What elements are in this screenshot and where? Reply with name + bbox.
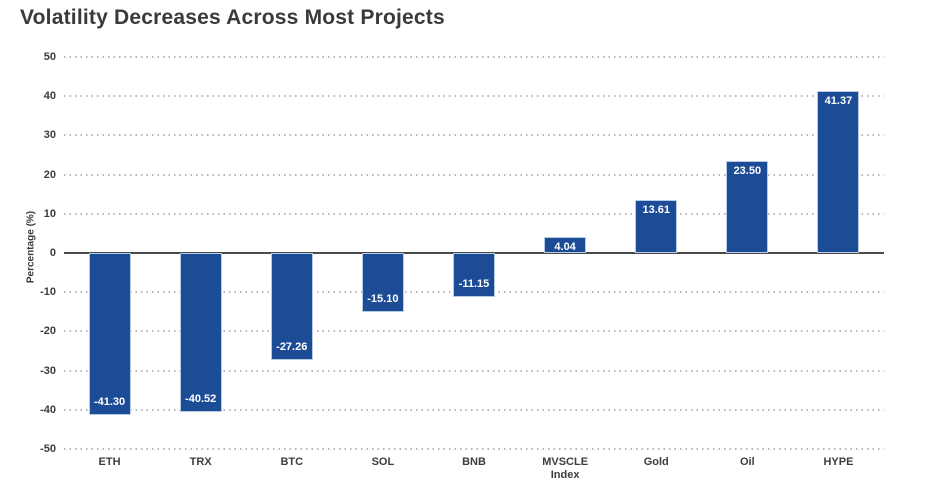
y-tick-label: -50 (40, 443, 56, 455)
x-tick-label: ETH (98, 456, 121, 468)
bar (544, 237, 587, 253)
bar (270, 253, 313, 360)
bar (817, 90, 860, 253)
y-tick-label: -40 (40, 403, 56, 416)
gridline (64, 448, 884, 450)
y-tick-label: 20 (43, 168, 56, 181)
bar-value-label: 23.50 (733, 164, 762, 177)
bar-value-label: -41.30 (93, 395, 126, 408)
y-tick-label: 50 (43, 51, 56, 63)
bar-value-label: -40.52 (185, 392, 217, 405)
bar (179, 253, 222, 412)
y-tick-label: -10 (40, 286, 56, 299)
x-tick-label: Gold (643, 456, 669, 468)
gridline (64, 56, 884, 58)
x-tick-label: BTC (280, 456, 304, 468)
bar-value-label: 13.61 (642, 203, 670, 216)
bar-value-label: -11.15 (458, 277, 490, 290)
bar-value-label: -27.26 (276, 340, 308, 353)
gridline (64, 212, 884, 215)
x-tick-label: SOL (371, 456, 395, 468)
bar (361, 253, 404, 313)
chart-title: Volatility Decreases Across Most Project… (20, 6, 445, 29)
bar (726, 160, 769, 253)
x-tick-label: HYPE (823, 456, 854, 468)
x-tick-label: TRX (189, 456, 212, 468)
gridline (64, 134, 884, 137)
x-tick-label: BNB (462, 456, 486, 468)
y-tick-label: 30 (43, 129, 56, 142)
y-tick-label: 10 (43, 207, 56, 220)
x-tick-label: Oil (739, 456, 755, 468)
y-tick-label: 0 (49, 247, 56, 259)
bar (88, 253, 131, 415)
y-tick-label: 40 (43, 90, 56, 103)
gridline (64, 408, 884, 411)
gridline (64, 369, 884, 372)
bar (635, 199, 678, 253)
y-tick-label: -30 (40, 364, 56, 377)
x-tick-label: MVSCLE Index (542, 456, 589, 481)
bar-value-label: -15.10 (367, 293, 399, 306)
bar-value-label: 41.37 (824, 94, 853, 107)
gridline (64, 173, 884, 176)
y-tick-label: -20 (40, 325, 56, 338)
gridline (64, 330, 884, 333)
bar-value-label: 4.04 (554, 241, 576, 254)
bar (453, 253, 495, 297)
gridline (64, 95, 884, 98)
